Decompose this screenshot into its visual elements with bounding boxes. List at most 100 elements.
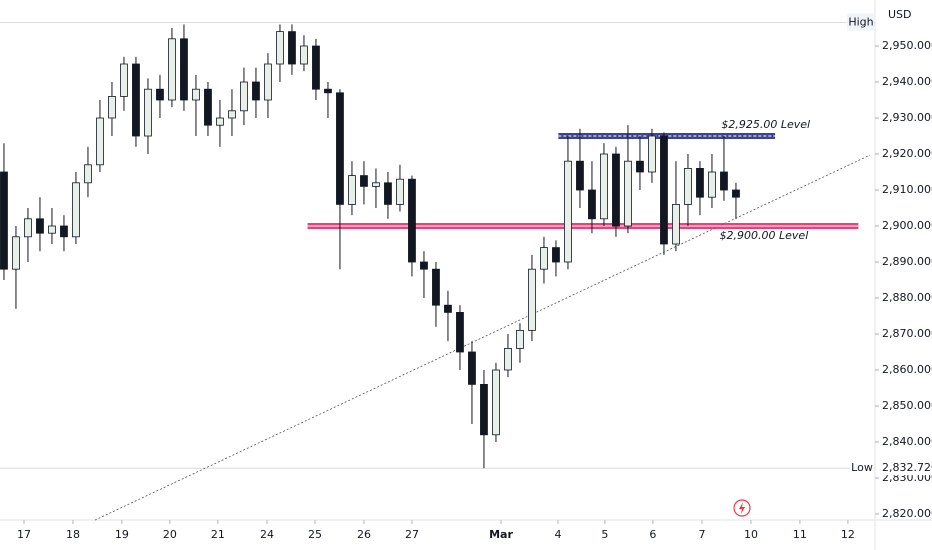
candle-body [0, 171, 8, 270]
candle-body [372, 182, 380, 187]
y-tick-label: 2,890.000 [882, 255, 932, 268]
candle [696, 161, 704, 216]
candle [516, 323, 524, 363]
candle-body [456, 311, 464, 353]
low-value: 2,832.720 [882, 461, 932, 474]
candle [684, 154, 692, 226]
candle-body [528, 268, 536, 331]
candle-body [504, 347, 512, 371]
flash-icon[interactable] [733, 499, 751, 517]
candle-body [84, 164, 92, 184]
candle-body [636, 160, 644, 173]
y-tick-label: 2,950.000 [882, 39, 932, 52]
candle-body [60, 225, 68, 238]
candle-body [132, 63, 140, 137]
candle-body [480, 383, 488, 436]
candle [564, 136, 572, 270]
candle-body [348, 175, 356, 205]
candle-body [588, 189, 596, 220]
candle-body [300, 45, 308, 65]
low-value-bg [877, 460, 932, 476]
candle [408, 175, 416, 277]
candle-body [192, 88, 200, 101]
y-tick-label: 2,860.000 [882, 363, 932, 376]
candle [672, 161, 680, 252]
candle-body [168, 38, 176, 101]
candle [660, 132, 668, 255]
x-tick-label: 18 [66, 528, 80, 541]
candle [144, 78, 152, 155]
candle [492, 362, 500, 442]
candle-body [48, 225, 56, 234]
x-tick-label: 10 [744, 528, 758, 541]
candle-body [660, 135, 668, 245]
candle-body [684, 168, 692, 205]
candle-body [408, 178, 416, 263]
high-label: High [848, 16, 873, 29]
candle [276, 24, 284, 83]
candle-body [204, 88, 212, 126]
candle [324, 82, 332, 119]
y-tick-label: 2,850.000 [882, 399, 932, 412]
candle [36, 197, 44, 252]
candle-body [672, 204, 680, 245]
candle-body [732, 189, 740, 198]
candle [156, 74, 164, 119]
candle [120, 56, 128, 111]
candle-body [648, 135, 656, 173]
candle [480, 369, 488, 469]
candle [204, 82, 212, 137]
candle [504, 333, 512, 378]
candle [24, 208, 32, 262]
x-tick-label: 24 [260, 528, 274, 541]
candle-body [180, 38, 188, 101]
candle-body [228, 110, 236, 119]
x-tick-label: 26 [357, 528, 371, 541]
candle [252, 67, 260, 119]
y-tick-label: 2,820.000 [882, 507, 932, 520]
candle-body [708, 171, 716, 198]
high-label-bg [847, 13, 874, 31]
x-tick-label: 11 [793, 528, 807, 541]
candle [168, 28, 176, 108]
candle [288, 24, 296, 75]
candle-body [612, 153, 620, 227]
y-tick-label: 2,870.000 [882, 327, 932, 340]
candle [180, 24, 188, 111]
candle-body [720, 171, 728, 191]
candle [264, 53, 272, 119]
candle [552, 240, 560, 277]
candle-body [336, 92, 344, 205]
candle [600, 143, 608, 226]
candle [72, 172, 80, 244]
x-tick-label: 19 [115, 528, 129, 541]
candle [720, 136, 728, 201]
candle-body [96, 117, 104, 166]
candle-body [540, 247, 548, 270]
candle [216, 100, 224, 147]
candle-body [468, 351, 476, 385]
candle [588, 161, 596, 234]
level-label: $2,900.00 Level [720, 229, 809, 242]
y-tick-label: 2,940.000 [882, 75, 932, 88]
candle-body [324, 88, 332, 94]
candle [540, 236, 548, 284]
candle-body [216, 117, 224, 126]
candle-body [156, 88, 164, 101]
candle [396, 164, 404, 212]
x-tick-label: Mar [489, 528, 513, 541]
candle [420, 251, 428, 298]
candle [108, 82, 116, 137]
candle-body [120, 63, 128, 97]
candle-body [492, 369, 500, 436]
candle [348, 161, 356, 216]
candle [300, 35, 308, 72]
candle-body [516, 329, 524, 349]
candle-body [696, 168, 704, 198]
candle [732, 182, 740, 219]
level-label: $2,925.00 Level [721, 118, 810, 131]
candle [456, 305, 464, 370]
candle [60, 215, 68, 252]
candle [612, 146, 620, 237]
